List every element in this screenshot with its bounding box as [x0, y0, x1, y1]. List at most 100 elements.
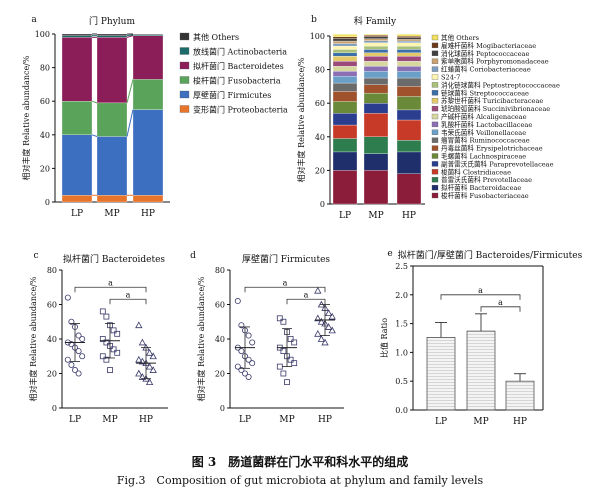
bar-segment — [332, 36, 358, 39]
panel-label: e — [387, 249, 392, 259]
x-tick-label: MP — [102, 415, 117, 425]
significance-bracket — [440, 294, 521, 300]
legend-label: 苏黎世杆菌科 Turicibacteraceae — [441, 96, 543, 105]
y-tick-label: 20 — [47, 370, 57, 379]
data-point — [280, 370, 287, 377]
legend-label: 消化球菌科 Peptococcaceae — [441, 49, 529, 58]
data-point — [103, 313, 110, 320]
bar-segment — [61, 33, 93, 36]
bar-segment — [61, 101, 93, 135]
bar-segment — [363, 66, 389, 72]
data-point — [317, 335, 326, 342]
data-point — [317, 317, 326, 325]
legend-swatch — [431, 169, 439, 175]
bar-segment — [363, 35, 389, 37]
figure-caption-cn: 图 3 肠道菌群在门水平和科水平的组成 — [191, 455, 409, 469]
legend-label: 毛螺菌科 Lachnospiraceae — [441, 152, 526, 161]
bar-segment — [396, 34, 422, 37]
data-point — [135, 321, 143, 329]
significance-label: a — [498, 298, 503, 307]
y-tick-label: 60 — [215, 301, 225, 310]
x-tick-label: HP — [402, 211, 416, 221]
y-tick-label: 1.0 — [395, 348, 408, 357]
bar-segment — [363, 36, 389, 39]
bar-segment — [96, 33, 128, 36]
panel-a: a 门 Phylum 0 20 40 60 80 100 LP MP HP 相对丰度 Relative… — [21, 15, 288, 219]
data-point — [284, 379, 290, 386]
data-point — [245, 373, 252, 380]
legend-swatch — [431, 58, 439, 64]
legend-label: 链球菌科 Streptococcaceae — [441, 88, 529, 97]
bar-segment — [96, 195, 128, 203]
legend-label: 副普雷沃氏菌科 Paraprevotellaceae — [441, 159, 554, 168]
panel-title: 厚壁菌门 Firmicutes — [242, 253, 330, 265]
bar-segment — [363, 84, 389, 94]
y-tick-label: 40 — [215, 335, 225, 344]
data-point — [249, 339, 256, 346]
bar-segment — [396, 96, 422, 111]
legend-swatch — [179, 32, 190, 41]
x-tick-label: HP — [513, 417, 527, 427]
legend-label: 其他 Others — [193, 32, 239, 42]
x-tick-label: LP — [239, 415, 251, 425]
y-tick-label: 1.5 — [395, 320, 408, 329]
segment-connector — [126, 35, 134, 38]
bar-segment — [332, 113, 358, 126]
x-tick-label: MP — [279, 415, 294, 425]
data-point — [328, 326, 336, 334]
legend-swatch — [431, 177, 439, 183]
significance-bracket — [74, 286, 147, 293]
bar-segment — [363, 113, 389, 137]
data-point — [328, 312, 336, 320]
legend-label: 乳酸杆菌科 Lactobacillaceae — [441, 120, 532, 129]
segment-connector — [126, 34, 134, 37]
data-point — [321, 338, 329, 346]
legend-swatch — [431, 50, 439, 56]
legend-swatch — [179, 105, 190, 113]
bar-segment — [363, 40, 389, 43]
significance-label: a — [283, 278, 288, 287]
legend-label: 拟杆菌门 Bacteroidetes — [193, 61, 284, 71]
data-point — [234, 298, 241, 305]
y-tick-label: 80 — [315, 66, 325, 75]
y-tick-label: 2.5 — [395, 262, 408, 271]
bar-segment — [132, 79, 164, 110]
bar-segment — [363, 170, 389, 205]
legend-label: 产碱杆菌科 Alcaligenaceae — [441, 112, 527, 121]
data-point — [234, 363, 241, 370]
panel-label: d — [190, 251, 196, 261]
bar-segment — [332, 76, 358, 84]
bar-segment — [396, 36, 422, 38]
y-tick-label: 60 — [40, 97, 50, 106]
bar-segment — [363, 56, 389, 62]
bar-segment — [396, 86, 422, 97]
bar-segment — [396, 49, 422, 53]
bar-segment — [396, 39, 422, 42]
legend-swatch — [431, 161, 439, 167]
bar-segment — [61, 37, 93, 102]
panel-label: c — [33, 251, 38, 261]
y-tick-label: 0 — [220, 404, 225, 413]
bar-segment — [396, 61, 422, 67]
bar-segment — [332, 45, 358, 50]
x-tick-label: HP — [318, 415, 332, 425]
legend-swatch — [431, 121, 439, 128]
legend-label: 红蝽菌科 Coriobacteriaceae — [441, 65, 531, 74]
data-point — [149, 352, 157, 360]
data-point — [145, 348, 154, 356]
y-tick-label: 80 — [47, 266, 57, 275]
bar-segment — [396, 52, 422, 57]
legend-swatch — [431, 42, 439, 49]
x-tick-label: LP — [69, 415, 81, 425]
bar-segment — [396, 45, 422, 50]
y-tick-label: 80 — [40, 64, 50, 73]
bar-segment — [332, 38, 358, 42]
bar-segment — [132, 33, 164, 35]
panel-title: 门 Phylum — [89, 15, 135, 27]
y-tick-label: 0 — [320, 200, 325, 209]
data-point — [99, 308, 106, 315]
legend-swatch — [431, 145, 439, 151]
data-point — [287, 336, 294, 342]
bar-segment — [396, 119, 422, 141]
